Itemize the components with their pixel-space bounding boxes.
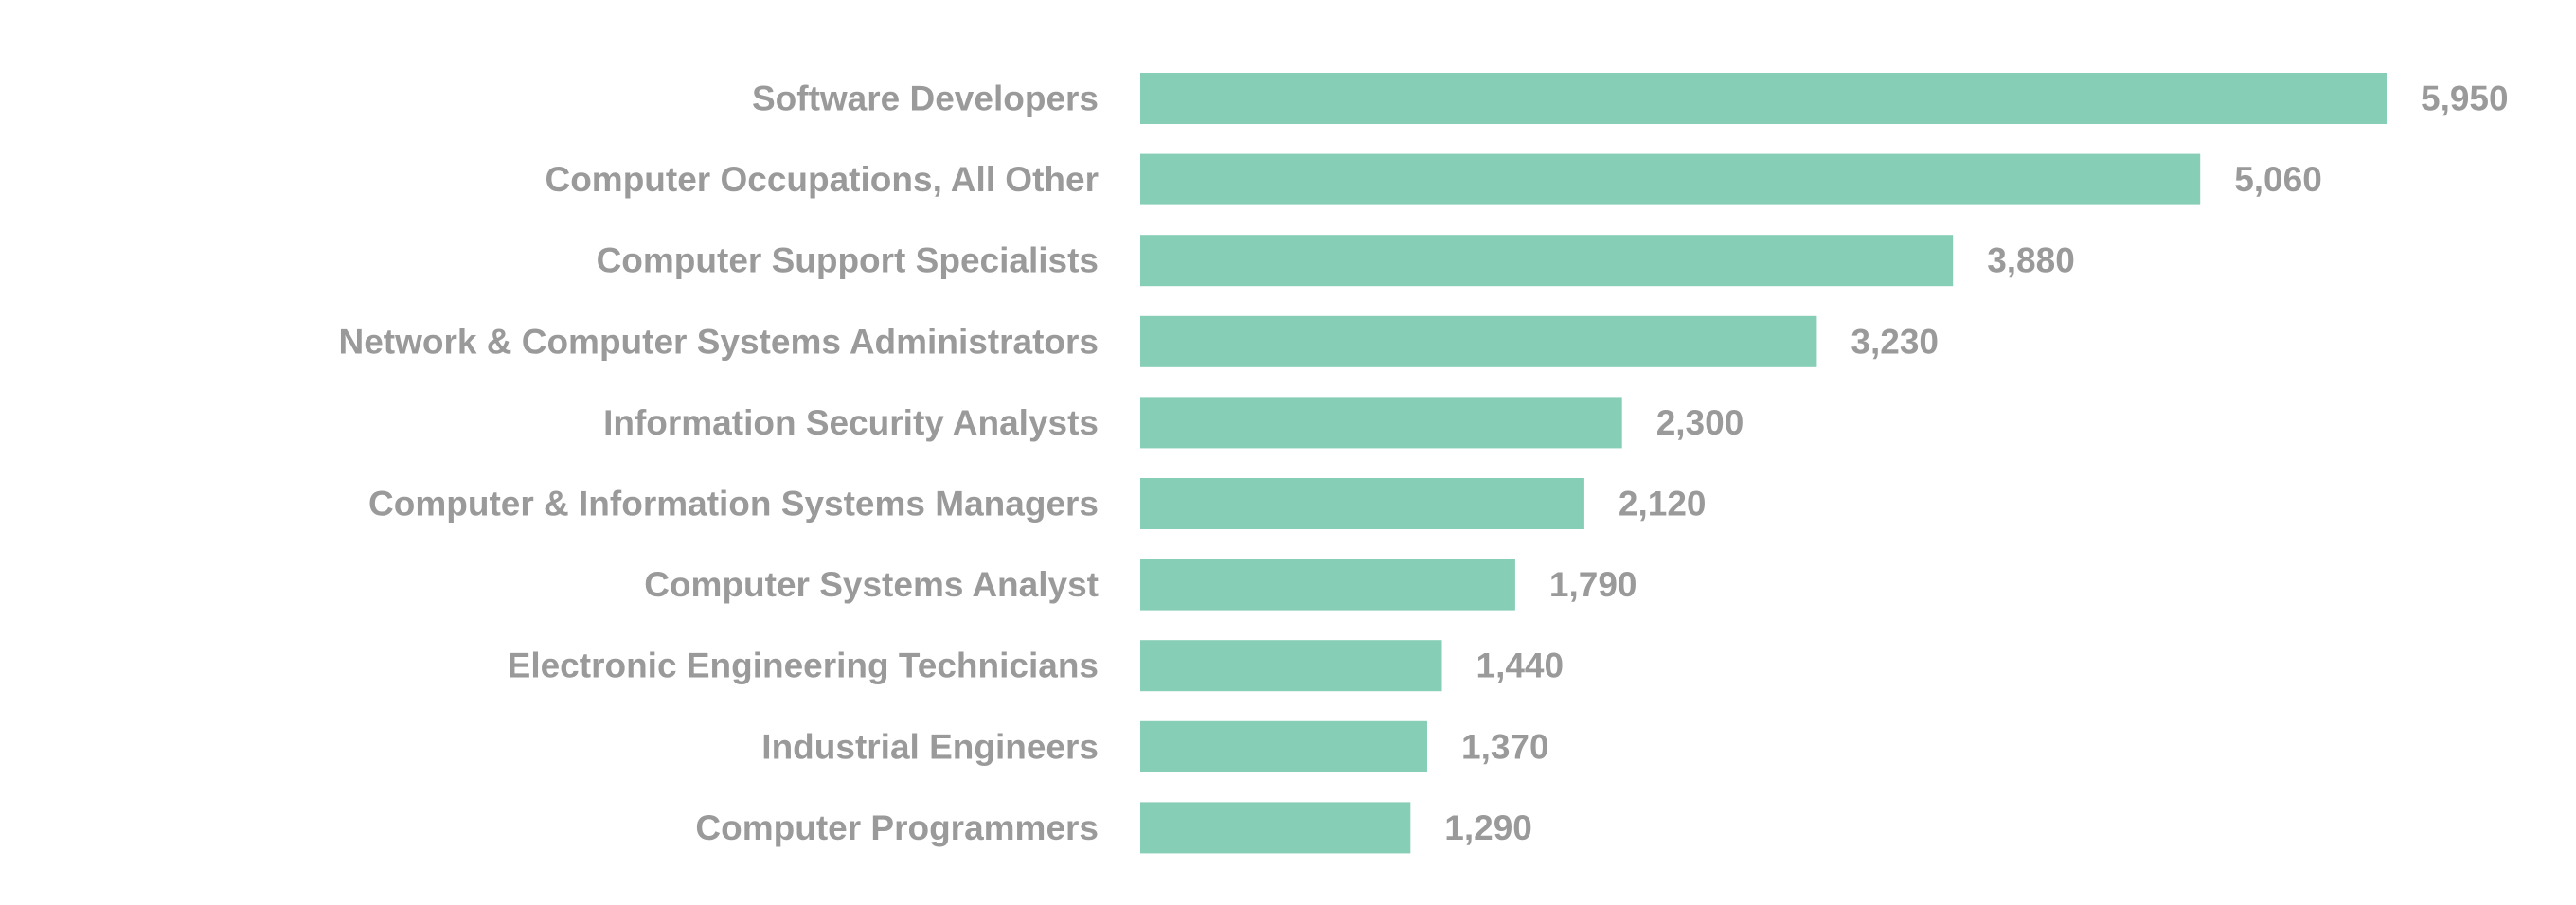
category-label: Computer & Information Systems Managers bbox=[368, 485, 1099, 523]
category-label: Computer Systems Analyst bbox=[644, 565, 1099, 604]
category-label: Electronic Engineering Technicians bbox=[508, 647, 1099, 685]
category-label: Network & Computer Systems Administrator… bbox=[338, 322, 1099, 361]
category-label: Computer Support Specialists bbox=[597, 241, 1099, 280]
category-label: Computer Programmers bbox=[695, 808, 1099, 847]
bar bbox=[1140, 153, 2201, 205]
category-label: Industrial Engineers bbox=[761, 727, 1099, 766]
bar bbox=[1140, 802, 1411, 854]
bar bbox=[1140, 235, 1954, 287]
value-label: 2,300 bbox=[1656, 403, 1744, 442]
value-label: 3,880 bbox=[1987, 241, 2075, 280]
value-label: 1,290 bbox=[1444, 808, 1532, 847]
bar bbox=[1140, 315, 1817, 367]
value-label: 1,440 bbox=[1476, 647, 1565, 685]
category-label: Information Security Analysts bbox=[603, 403, 1099, 442]
value-label: 3,230 bbox=[1851, 322, 1939, 361]
bar bbox=[1140, 73, 2387, 124]
value-label: 5,950 bbox=[2421, 80, 2509, 118]
category-label: Computer Occupations, All Other bbox=[545, 160, 1099, 199]
value-labels-group: 5,950 5,060 3,880 3,230 2,300 2,120 1,790 1,440… bbox=[1444, 80, 2508, 847]
value-label: 5,060 bbox=[2234, 160, 2322, 199]
value-label: 2,120 bbox=[1619, 485, 1707, 523]
bar bbox=[1140, 478, 1584, 529]
bar bbox=[1140, 397, 1622, 449]
bar bbox=[1140, 640, 1442, 692]
bars-group bbox=[1140, 73, 2387, 854]
category-labels-group: Software Developers Computer Occupations,… bbox=[338, 80, 1099, 847]
value-label: 1,370 bbox=[1461, 727, 1549, 766]
bar bbox=[1140, 559, 1515, 611]
category-label: Software Developers bbox=[752, 80, 1099, 118]
bar bbox=[1140, 720, 1427, 772]
value-label: 1,790 bbox=[1549, 565, 1637, 604]
